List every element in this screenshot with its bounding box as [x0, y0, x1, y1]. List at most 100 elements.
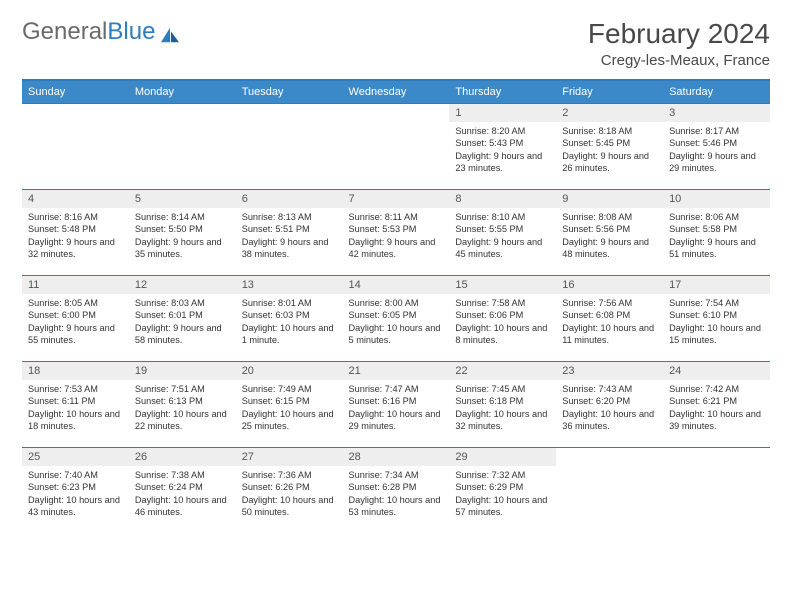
sunset-line: Sunset: 5:48 PM [28, 223, 123, 235]
day-body: Sunrise: 8:01 AMSunset: 6:03 PMDaylight:… [236, 294, 343, 351]
day-body: Sunrise: 7:36 AMSunset: 6:26 PMDaylight:… [236, 466, 343, 523]
day-body: Sunrise: 8:05 AMSunset: 6:00 PMDaylight:… [22, 294, 129, 351]
day-body: Sunrise: 7:56 AMSunset: 6:08 PMDaylight:… [556, 294, 663, 351]
daylight-line: Daylight: 9 hours and 45 minutes. [455, 236, 550, 261]
calendar-day: 11Sunrise: 8:05 AMSunset: 6:00 PMDayligh… [22, 276, 129, 362]
header: GeneralBlue February 2024 Cregy-les-Meau… [22, 18, 770, 69]
sunset-line: Sunset: 6:21 PM [669, 395, 764, 407]
sunset-line: Sunset: 6:13 PM [135, 395, 230, 407]
daylight-line: Daylight: 10 hours and 11 minutes. [562, 322, 657, 347]
calendar-week: 1Sunrise: 8:20 AMSunset: 5:43 PMDaylight… [22, 104, 770, 190]
day-body: Sunrise: 8:11 AMSunset: 5:53 PMDaylight:… [343, 208, 450, 265]
sunset-line: Sunset: 5:46 PM [669, 137, 764, 149]
daylight-line: Daylight: 10 hours and 1 minute. [242, 322, 337, 347]
calendar-table: SundayMondayTuesdayWednesdayThursdayFrid… [22, 79, 770, 534]
sunrise-line: Sunrise: 7:49 AM [242, 383, 337, 395]
sunrise-line: Sunrise: 8:08 AM [562, 211, 657, 223]
daylight-line: Daylight: 9 hours and 55 minutes. [28, 322, 123, 347]
day-number: 10 [663, 190, 770, 208]
calendar-day: 13Sunrise: 8:01 AMSunset: 6:03 PMDayligh… [236, 276, 343, 362]
day-body: Sunrise: 8:13 AMSunset: 5:51 PMDaylight:… [236, 208, 343, 265]
sunset-line: Sunset: 5:43 PM [455, 137, 550, 149]
sunset-line: Sunset: 6:03 PM [242, 309, 337, 321]
day-number: 2 [556, 104, 663, 122]
day-number: 4 [22, 190, 129, 208]
sunrise-line: Sunrise: 8:18 AM [562, 125, 657, 137]
calendar-day: 22Sunrise: 7:45 AMSunset: 6:18 PMDayligh… [449, 362, 556, 448]
calendar-day: 20Sunrise: 7:49 AMSunset: 6:15 PMDayligh… [236, 362, 343, 448]
day-body: Sunrise: 7:49 AMSunset: 6:15 PMDaylight:… [236, 380, 343, 437]
sunrise-line: Sunrise: 7:54 AM [669, 297, 764, 309]
day-number: 3 [663, 104, 770, 122]
calendar-empty [663, 448, 770, 534]
calendar-day: 2 Sunrise: 8:18 AMSunset: 5:45 PMDaylight… [556, 104, 663, 190]
sunset-line: Sunset: 5:45 PM [562, 137, 657, 149]
day-number: 11 [22, 276, 129, 294]
daylight-line: Daylight: 9 hours and 32 minutes. [28, 236, 123, 261]
calendar-week: 11Sunrise: 8:05 AMSunset: 6:00 PMDayligh… [22, 276, 770, 362]
calendar-day: 28Sunrise: 7:34 AMSunset: 6:28 PMDayligh… [343, 448, 450, 534]
daylight-line: Daylight: 10 hours and 5 minutes. [349, 322, 444, 347]
sunrise-line: Sunrise: 8:10 AM [455, 211, 550, 223]
sunrise-line: Sunrise: 8:05 AM [28, 297, 123, 309]
day-body: Sunrise: 8:17 AMSunset: 5:46 PMDaylight:… [663, 122, 770, 179]
day-number: 6 [236, 190, 343, 208]
day-number: 24 [663, 362, 770, 380]
calendar-day: 29Sunrise: 7:32 AMSunset: 6:29 PMDayligh… [449, 448, 556, 534]
sunset-line: Sunset: 6:29 PM [455, 481, 550, 493]
sunrise-line: Sunrise: 7:51 AM [135, 383, 230, 395]
sunset-line: Sunset: 5:56 PM [562, 223, 657, 235]
day-body: Sunrise: 7:38 AMSunset: 6:24 PMDaylight:… [129, 466, 236, 523]
daylight-line: Daylight: 10 hours and 53 minutes. [349, 494, 444, 519]
calendar-day: 25Sunrise: 7:40 AMSunset: 6:23 PMDayligh… [22, 448, 129, 534]
sunset-line: Sunset: 5:55 PM [455, 223, 550, 235]
calendar-day: 27Sunrise: 7:36 AMSunset: 6:26 PMDayligh… [236, 448, 343, 534]
weekday-header: Thursday [449, 80, 556, 104]
sunrise-line: Sunrise: 8:03 AM [135, 297, 230, 309]
sunrise-line: Sunrise: 7:38 AM [135, 469, 230, 481]
brand-text-1: General [22, 18, 107, 46]
calendar-day: 6Sunrise: 8:13 AMSunset: 5:51 PMDaylight… [236, 190, 343, 276]
daylight-line: Daylight: 10 hours and 25 minutes. [242, 408, 337, 433]
weekday-header: Saturday [663, 80, 770, 104]
sunset-line: Sunset: 6:18 PM [455, 395, 550, 407]
sunrise-line: Sunrise: 7:53 AM [28, 383, 123, 395]
day-number: 17 [663, 276, 770, 294]
calendar-day: 21Sunrise: 7:47 AMSunset: 6:16 PMDayligh… [343, 362, 450, 448]
daylight-line: Daylight: 10 hours and 32 minutes. [455, 408, 550, 433]
day-number: 27 [236, 448, 343, 466]
daylight-line: Daylight: 10 hours and 8 minutes. [455, 322, 550, 347]
day-body: Sunrise: 8:08 AMSunset: 5:56 PMDaylight:… [556, 208, 663, 265]
day-body: Sunrise: 8:00 AMSunset: 6:05 PMDaylight:… [343, 294, 450, 351]
sunset-line: Sunset: 6:15 PM [242, 395, 337, 407]
weekday-header: Tuesday [236, 80, 343, 104]
daylight-line: Daylight: 9 hours and 35 minutes. [135, 236, 230, 261]
calendar-week: 25Sunrise: 7:40 AMSunset: 6:23 PMDayligh… [22, 448, 770, 534]
daylight-line: Daylight: 10 hours and 50 minutes. [242, 494, 337, 519]
day-number: 18 [22, 362, 129, 380]
calendar-week: 4Sunrise: 8:16 AMSunset: 5:48 PMDaylight… [22, 190, 770, 276]
sunrise-line: Sunrise: 8:01 AM [242, 297, 337, 309]
calendar-day: 3Sunrise: 8:17 AMSunset: 5:46 PMDaylight… [663, 104, 770, 190]
brand-text-2: Blue [107, 18, 155, 46]
calendar-day: 24Sunrise: 7:42 AMSunset: 6:21 PMDayligh… [663, 362, 770, 448]
sunset-line: Sunset: 6:24 PM [135, 481, 230, 493]
sunrise-line: Sunrise: 7:58 AM [455, 297, 550, 309]
sunset-line: Sunset: 6:23 PM [28, 481, 123, 493]
daylight-line: Daylight: 9 hours and 48 minutes. [562, 236, 657, 261]
daylight-line: Daylight: 9 hours and 26 minutes. [562, 150, 657, 175]
calendar-day: 4Sunrise: 8:16 AMSunset: 5:48 PMDaylight… [22, 190, 129, 276]
sunset-line: Sunset: 6:26 PM [242, 481, 337, 493]
day-body: Sunrise: 7:53 AMSunset: 6:11 PMDaylight:… [22, 380, 129, 437]
day-body: Sunrise: 7:34 AMSunset: 6:28 PMDaylight:… [343, 466, 450, 523]
sunset-line: Sunset: 6:20 PM [562, 395, 657, 407]
sunset-line: Sunset: 6:11 PM [28, 395, 123, 407]
day-body: Sunrise: 7:54 AMSunset: 6:10 PMDaylight:… [663, 294, 770, 351]
daylight-line: Daylight: 9 hours and 58 minutes. [135, 322, 230, 347]
sunrise-line: Sunrise: 7:36 AM [242, 469, 337, 481]
day-number: 23 [556, 362, 663, 380]
day-body: Sunrise: 7:40 AMSunset: 6:23 PMDaylight:… [22, 466, 129, 523]
sunrise-line: Sunrise: 7:40 AM [28, 469, 123, 481]
day-number: 29 [449, 448, 556, 466]
daylight-line: Daylight: 9 hours and 38 minutes. [242, 236, 337, 261]
